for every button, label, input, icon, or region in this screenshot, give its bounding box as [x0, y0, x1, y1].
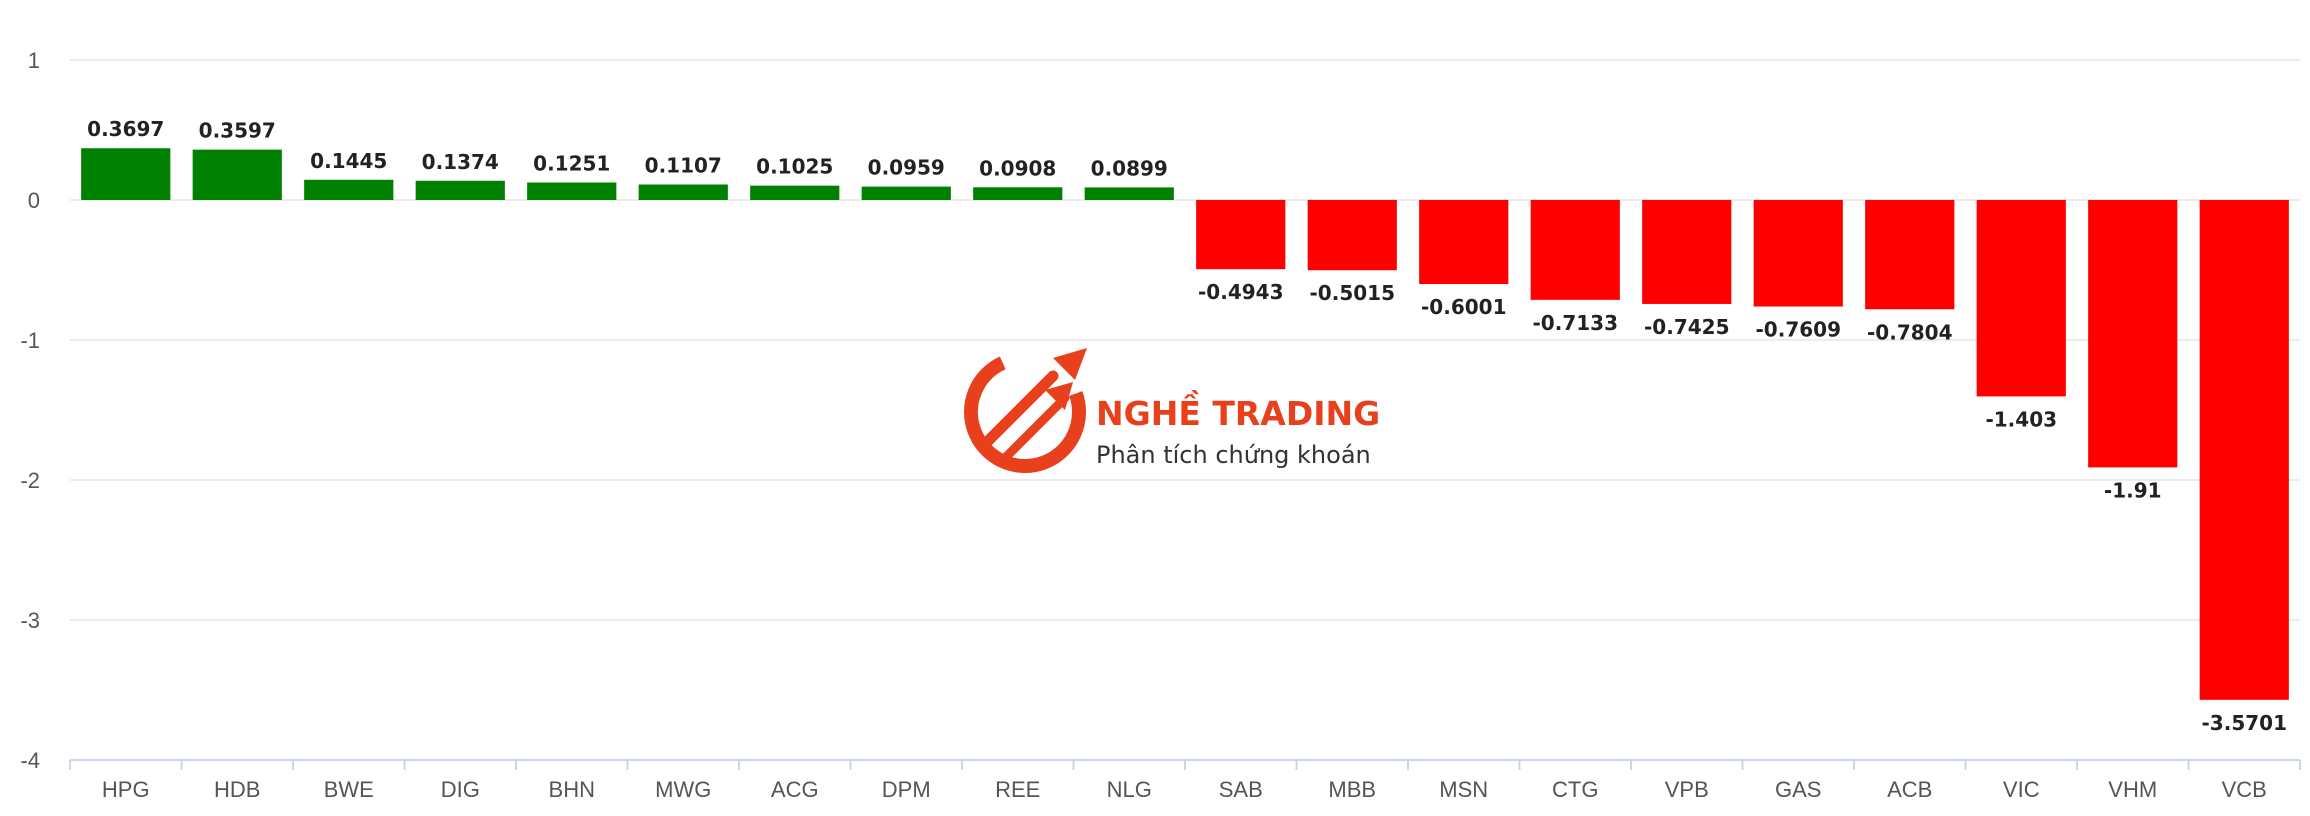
x-tick-label: GAS	[1775, 777, 1821, 802]
bar-vpb[interactable]	[1642, 200, 1732, 304]
data-label: 0.1445	[310, 149, 387, 173]
bar-hdb[interactable]	[192, 149, 282, 200]
x-tick-label: REE	[995, 777, 1040, 802]
data-label: 0.3697	[87, 117, 164, 141]
bar-vic[interactable]	[1976, 200, 2066, 397]
data-label: 0.1374	[422, 150, 499, 174]
bar-mwg[interactable]	[638, 184, 728, 200]
y-tick-label: -3	[20, 608, 40, 633]
x-tick-label: MBB	[1328, 777, 1376, 802]
data-label: 0.0959	[868, 156, 945, 180]
x-tick-label: SAB	[1219, 777, 1263, 802]
x-tick-label: HPG	[102, 777, 150, 802]
x-tick-label: BWE	[324, 777, 374, 802]
bar-msn[interactable]	[1419, 200, 1509, 285]
data-labels: 0.3697 0.3597 0.1445 0.1374 0.1251 0.1107 0.10…	[87, 117, 2287, 735]
x-tick-label: DIG	[441, 777, 480, 802]
x-axis: HPG HDB BWE DIG BHN MWG ACG DPM REE NLG SAB MBB MSN C…	[69, 759, 2301, 802]
y-tick-label: -1	[20, 328, 40, 353]
bar-sab[interactable]	[1196, 200, 1286, 270]
data-label: 0.3597	[199, 119, 276, 143]
data-label: 0.1251	[533, 151, 610, 175]
x-tick-label: ACG	[771, 777, 819, 802]
x-tick-label: NLG	[1107, 777, 1152, 802]
x-tick-label: VHM	[2108, 777, 2157, 802]
watermark: NGHỀ TRADING Phân tích chứng khoán	[964, 348, 1380, 473]
x-tick-label: CTG	[1552, 777, 1598, 802]
x-tick-label: MWG	[655, 777, 711, 802]
bar-vcb[interactable]	[2199, 200, 2289, 700]
bar-bhn[interactable]	[527, 182, 617, 200]
x-tick-label: VCB	[2222, 777, 2267, 802]
bar-dig[interactable]	[415, 180, 505, 200]
data-label: 0.1025	[756, 155, 833, 179]
bar-mbb[interactable]	[1307, 200, 1397, 271]
data-label: 0.0899	[1091, 156, 1168, 180]
data-label: -0.7425	[1644, 315, 1729, 339]
bar-acb[interactable]	[1865, 200, 1955, 310]
data-label: 0.0908	[979, 156, 1056, 180]
y-tick-label: -4	[20, 748, 40, 773]
x-tick-label: DPM	[882, 777, 931, 802]
bar-gas[interactable]	[1753, 200, 1843, 307]
y-tick-label: 0	[28, 188, 40, 213]
x-tick-label: VIC	[2003, 777, 2040, 802]
bar-vhm[interactable]	[2088, 200, 2178, 468]
bars	[81, 148, 2289, 700]
data-label: -0.4943	[1198, 280, 1283, 304]
bar-dpm[interactable]	[861, 186, 951, 200]
bar-ctg[interactable]	[1530, 200, 1620, 300]
grid-lines	[70, 59, 2300, 621]
data-label: -1.403	[1985, 407, 2057, 431]
y-axis: 1 0 -1 -2 -3 -4	[20, 48, 40, 773]
y-tick-label: 1	[28, 48, 40, 73]
bar-nlg[interactable]	[1084, 187, 1174, 200]
bar-ree[interactable]	[973, 187, 1063, 200]
data-label: -1.91	[2104, 478, 2162, 502]
watermark-brand: NGHỀ TRADING	[1096, 389, 1380, 433]
x-tick-label: MSN	[1439, 777, 1488, 802]
bar-hpg[interactable]	[81, 148, 171, 200]
data-label: -0.7804	[1867, 320, 1952, 344]
data-label: -3.5701	[2202, 711, 2287, 735]
bar-bwe[interactable]	[304, 179, 394, 200]
data-label: 0.1107	[645, 154, 722, 178]
trading-arrows-logo-icon	[964, 348, 1087, 473]
data-label: -0.7609	[1756, 318, 1841, 342]
watermark-tagline: Phân tích chứng khoán	[1096, 441, 1371, 469]
data-label: -0.6001	[1421, 295, 1506, 319]
x-tick-label: BHN	[549, 777, 595, 802]
x-tick-label: HDB	[214, 777, 260, 802]
data-label: -0.7133	[1533, 311, 1618, 335]
y-tick-label: -2	[20, 468, 40, 493]
x-tick-label: VPB	[1665, 777, 1709, 802]
x-tick-label: ACB	[1887, 777, 1932, 802]
data-label: -0.5015	[1310, 281, 1395, 305]
bar-acg[interactable]	[750, 185, 840, 200]
